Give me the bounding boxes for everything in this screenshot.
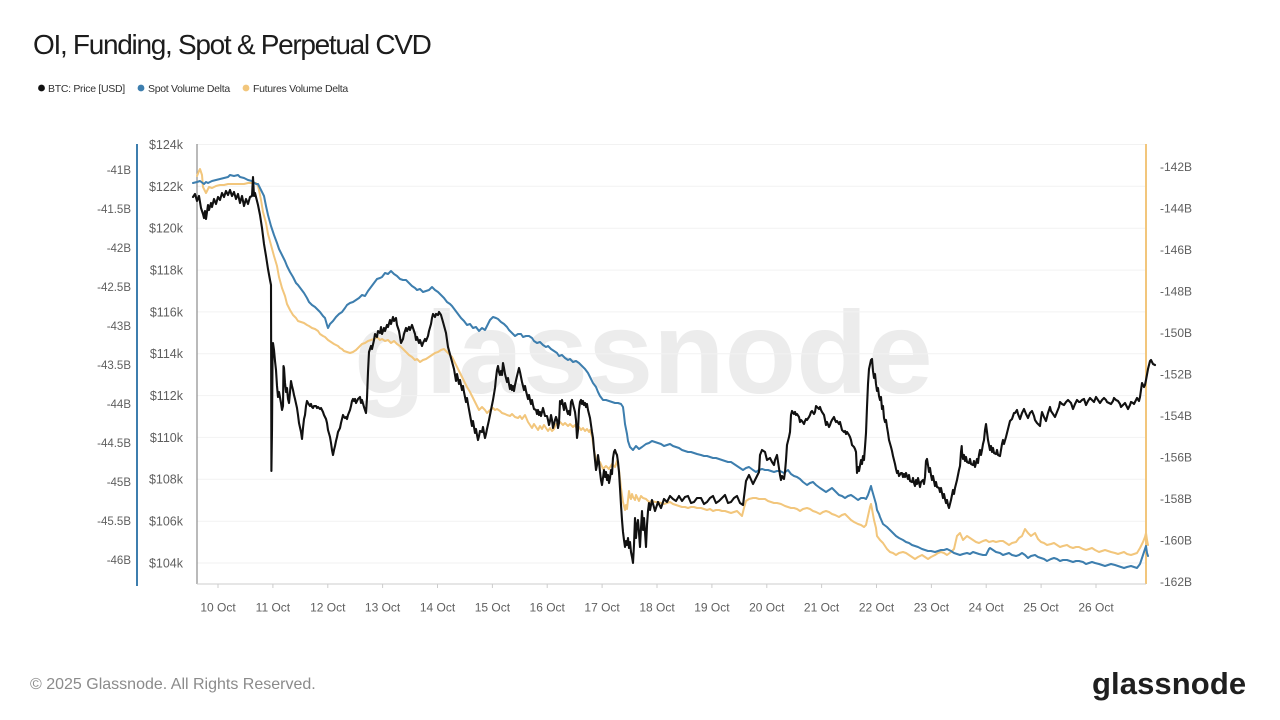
svg-text:12 Oct: 12 Oct bbox=[310, 601, 346, 615]
svg-text:-45.5B: -45.5B bbox=[97, 516, 131, 528]
svg-text:-152B: -152B bbox=[1160, 368, 1192, 382]
svg-text:16 Oct: 16 Oct bbox=[530, 601, 566, 615]
svg-text:10 Oct: 10 Oct bbox=[200, 601, 236, 615]
svg-text:-44B: -44B bbox=[107, 399, 132, 411]
svg-text:-45B: -45B bbox=[107, 477, 132, 489]
svg-text:-148B: -148B bbox=[1160, 285, 1192, 299]
svg-text:Spot Volume Delta: Spot Volume Delta bbox=[148, 83, 230, 95]
svg-text:$112k: $112k bbox=[150, 389, 184, 403]
svg-text:$124k: $124k bbox=[149, 138, 184, 152]
svg-text:-41.5B: -41.5B bbox=[97, 204, 131, 216]
svg-text:-42.5B: -42.5B bbox=[97, 282, 131, 294]
svg-text:$114k: $114k bbox=[150, 347, 184, 361]
svg-text:20 Oct: 20 Oct bbox=[749, 601, 785, 615]
svg-text:$108k: $108k bbox=[149, 473, 184, 487]
svg-text:-144B: -144B bbox=[1160, 202, 1192, 216]
svg-text:© 2025 Glassnode. All Rights R: © 2025 Glassnode. All Rights Reserved. bbox=[30, 676, 316, 693]
svg-text:$110k: $110k bbox=[150, 431, 184, 445]
svg-text:24 Oct: 24 Oct bbox=[969, 601, 1005, 615]
svg-text:-46B: -46B bbox=[107, 555, 132, 567]
svg-text:-156B: -156B bbox=[1160, 451, 1192, 465]
svg-text:11 Oct: 11 Oct bbox=[256, 601, 291, 615]
svg-text:-162B: -162B bbox=[1160, 575, 1192, 589]
svg-text:BTC: Price [USD]: BTC: Price [USD] bbox=[48, 83, 125, 95]
svg-text:-43B: -43B bbox=[107, 321, 132, 333]
svg-text:-42B: -42B bbox=[107, 243, 132, 255]
svg-text:glassnode: glassnode bbox=[1092, 666, 1246, 701]
svg-text:19 Oct: 19 Oct bbox=[694, 601, 730, 615]
svg-text:glassnode: glassnode bbox=[354, 287, 933, 418]
svg-text:25 Oct: 25 Oct bbox=[1023, 601, 1059, 615]
svg-text:$104k: $104k bbox=[149, 556, 184, 570]
svg-text:$118k: $118k bbox=[150, 263, 184, 277]
svg-text:-146B: -146B bbox=[1160, 243, 1192, 257]
svg-text:22 Oct: 22 Oct bbox=[859, 601, 895, 615]
svg-text:-43.5B: -43.5B bbox=[97, 360, 131, 372]
svg-text:$122k: $122k bbox=[149, 180, 184, 194]
svg-text:Futures Volume Delta: Futures Volume Delta bbox=[253, 83, 348, 95]
svg-text:-158B: -158B bbox=[1160, 492, 1192, 506]
svg-text:18 Oct: 18 Oct bbox=[639, 601, 675, 615]
svg-text:-41B: -41B bbox=[107, 165, 132, 177]
svg-text:$116k: $116k bbox=[150, 305, 184, 319]
svg-text:-154B: -154B bbox=[1160, 409, 1192, 423]
svg-text:-150B: -150B bbox=[1160, 326, 1192, 340]
svg-text:13 Oct: 13 Oct bbox=[365, 601, 401, 615]
svg-text:21 Oct: 21 Oct bbox=[804, 601, 840, 615]
svg-text:-160B: -160B bbox=[1160, 534, 1192, 548]
svg-text:15 Oct: 15 Oct bbox=[475, 601, 511, 615]
svg-text:14 Oct: 14 Oct bbox=[420, 601, 456, 615]
svg-text:-142B: -142B bbox=[1160, 160, 1192, 174]
svg-text:26 Oct: 26 Oct bbox=[1078, 601, 1114, 615]
svg-text:17 Oct: 17 Oct bbox=[584, 601, 620, 615]
svg-text:$120k: $120k bbox=[149, 222, 184, 236]
svg-text:$106k: $106k bbox=[149, 515, 184, 529]
svg-text:23 Oct: 23 Oct bbox=[914, 601, 950, 615]
svg-text:OI, Funding, Spot & Perpetual: OI, Funding, Spot & Perpetual CVD bbox=[33, 29, 431, 60]
svg-text:-44.5B: -44.5B bbox=[97, 438, 131, 450]
